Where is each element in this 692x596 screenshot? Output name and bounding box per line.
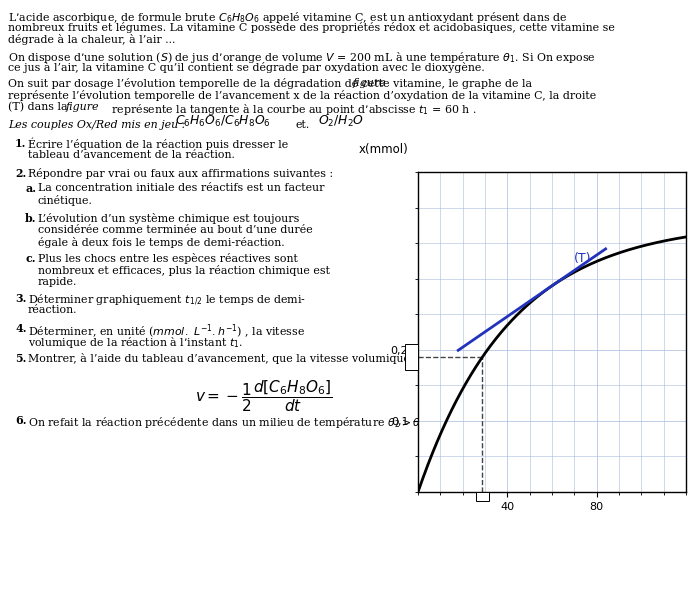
Text: nombreux fruits et légumes. La vitamine C possède des propriétés rédox et acidob: nombreux fruits et légumes. La vitamine … [8, 22, 615, 33]
Text: égale à deux fois le temps de demi-réaction.: égale à deux fois le temps de demi-réact… [38, 237, 284, 248]
Text: On suit par dosage l’évolution temporelle de la dégradation de cette vitamine, l: On suit par dosage l’évolution temporell… [8, 78, 536, 89]
Text: représente l’évolution temporelle de l’avancement x de la réaction d’oxydation d: représente l’évolution temporelle de l’a… [8, 90, 597, 101]
Text: dégrade à la chaleur, à l’air ...: dégrade à la chaleur, à l’air ... [8, 34, 175, 45]
Text: 6.: 6. [15, 415, 26, 426]
Text: Déterminer graphiquement $t_{1/2}$ le temps de demi-: Déterminer graphiquement $t_{1/2}$ le te… [28, 293, 306, 308]
Text: 3.: 3. [15, 293, 26, 304]
Bar [476, 492, 489, 501]
Text: 2.: 2. [15, 168, 26, 179]
Text: a.: a. [25, 183, 36, 194]
Text: On refait la réaction précédente dans un milieu de température $\theta_2 > \thet: On refait la réaction précédente dans un… [28, 415, 577, 430]
Text: volumique de la réaction à l’instant $t_1$.: volumique de la réaction à l’instant $t_… [28, 335, 243, 350]
Text: figure: figure [66, 102, 100, 112]
Text: Montrer, à l’aide du tableau d’avancement, que la vitesse volumique peut s’écrir: Montrer, à l’aide du tableau d’avancemen… [28, 353, 571, 364]
Text: Répondre par vrai ou faux aux affirmations suivantes :: Répondre par vrai ou faux aux affirmatio… [28, 168, 333, 179]
Text: L’évolution d’un système chimique est toujours: L’évolution d’un système chimique est to… [38, 213, 300, 224]
Text: $v = -\dfrac{1}{2}\dfrac{d[C_6H_8O_6]}{dt}$: $v = -\dfrac{1}{2}\dfrac{d[C_6H_8O_6]}{d… [195, 378, 332, 414]
Text: 5.: 5. [15, 353, 26, 364]
Text: Déterminer, en unité ($mmol.\ L^{-1}.h^{-1}$) , la vitesse: Déterminer, en unité ($mmol.\ L^{-1}.h^{… [28, 323, 305, 341]
Text: Plus les chocs entre les espèces réactives sont: Plus les chocs entre les espèces réactiv… [38, 253, 298, 264]
Text: cinétique.: cinétique. [38, 195, 93, 206]
Text: (T): (T) [574, 252, 592, 265]
Text: Les couples Ox/Red mis en jeu :: Les couples Ox/Red mis en jeu : [8, 120, 185, 130]
Text: 1.: 1. [15, 138, 26, 149]
Text: considérée comme terminée au bout d’une durée: considérée comme terminée au bout d’une … [38, 225, 313, 235]
Text: b.: b. [25, 213, 37, 224]
Text: On dispose d’une solution ($S$) de jus d’orange de volume $V$ = 200 mL à une tem: On dispose d’une solution ($S$) de jus d… [8, 50, 596, 65]
Bar [405, 344, 418, 370]
Text: représente la tangente à la courbe au point d’abscisse $t_1$ = 60 h .: représente la tangente à la courbe au po… [108, 102, 477, 117]
Text: tableau d’avancement de la réaction.: tableau d’avancement de la réaction. [28, 150, 235, 160]
Text: Écrire l’équation de la réaction puis dresser le: Écrire l’équation de la réaction puis dr… [28, 138, 289, 151]
Text: et.: et. [295, 120, 309, 130]
Y-axis label: x(mmol): x(mmol) [358, 143, 408, 156]
Text: $O_2/H_2O$: $O_2/H_2O$ [318, 114, 364, 129]
Text: réaction.: réaction. [28, 305, 78, 315]
Text: La concentration initiale des réactifs est un facteur: La concentration initiale des réactifs e… [38, 183, 325, 193]
Text: L’acide ascorbique, de formule brute $C_6H_8O_6$ appelé vitamine C, est un antio: L’acide ascorbique, de formule brute $C_… [8, 10, 567, 25]
Text: $C_6H_6O_6/C_6H_8O_6$: $C_6H_6O_6/C_6H_8O_6$ [175, 114, 271, 129]
Text: (T) dans la: (T) dans la [8, 102, 71, 112]
Text: figure: figure [353, 78, 387, 88]
Text: rapide.: rapide. [38, 277, 78, 287]
Text: ce jus à l’air, la vitamine C qu’il contient se dégrade par oxydation avec le di: ce jus à l’air, la vitamine C qu’il cont… [8, 62, 485, 73]
Text: 4.: 4. [15, 323, 26, 334]
Text: c.: c. [25, 253, 35, 264]
Text: nombreux et efficaces, plus la réaction chimique est: nombreux et efficaces, plus la réaction … [38, 265, 330, 276]
